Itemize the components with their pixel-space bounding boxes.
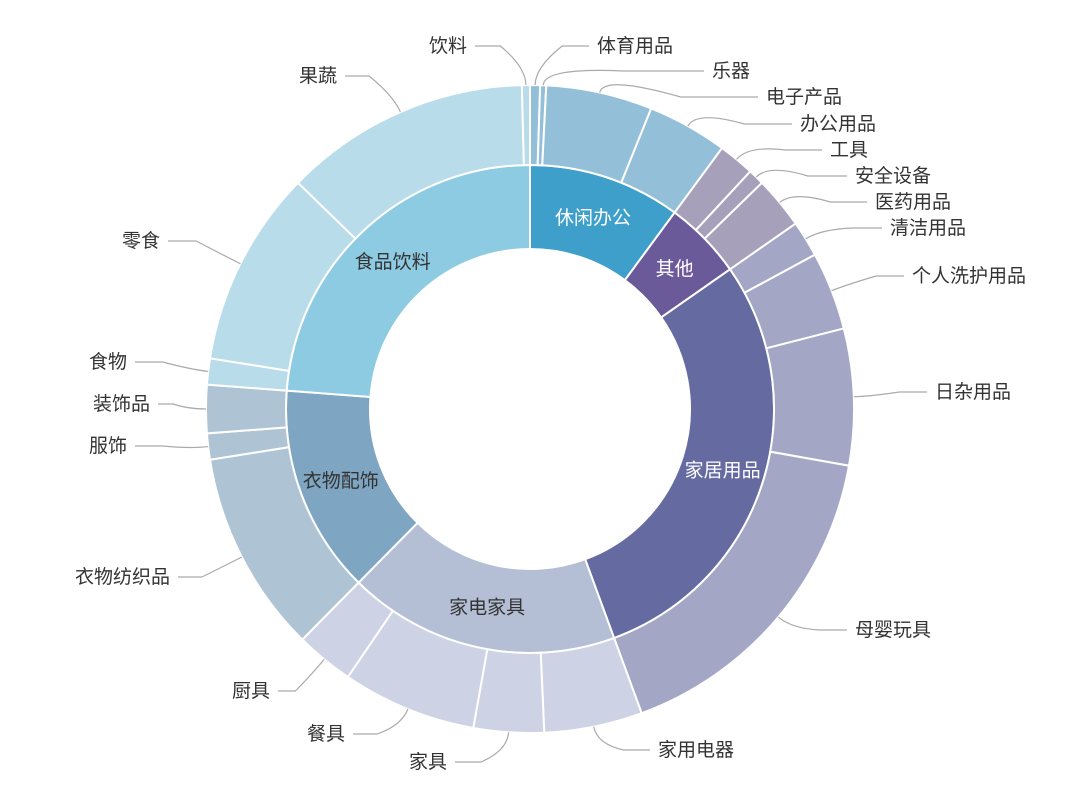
outer-label: 厨具: [232, 680, 270, 702]
inner-ring: [285, 163, 775, 654]
outer-label: 电子产品: [766, 86, 842, 108]
outer-label: 服饰: [89, 435, 127, 457]
outer-label: 乐器: [712, 60, 750, 82]
outer-label: 家用电器: [658, 739, 734, 761]
leader-line: [779, 196, 867, 203]
leader-line: [475, 45, 527, 86]
outer-segment[interactable]: [520, 83, 531, 167]
leader-line: [755, 169, 847, 178]
leader-line: [534, 45, 589, 86]
outer-label: 衣物纺织品: [75, 566, 170, 588]
outer-label: 果蔬: [299, 65, 337, 87]
leader-line: [158, 403, 207, 410]
inner-label: 食品饮料: [355, 251, 431, 273]
leader-line: [831, 275, 904, 292]
leader-line: [353, 708, 409, 735]
outer-label: 工具: [830, 139, 868, 161]
inner-label: 家电家具: [449, 596, 525, 618]
leader-line: [135, 445, 209, 449]
outer-label: 饮料: [429, 35, 467, 57]
outer-label: 清洁用品: [890, 217, 966, 239]
inner-label: 家居用品: [685, 460, 761, 482]
leader-line: [736, 148, 822, 160]
leader-line: [805, 227, 882, 240]
outer-label: 日杂用品: [935, 381, 1011, 403]
outer-label: 体育用品: [597, 35, 673, 57]
outer-label: 安全设备: [855, 165, 931, 187]
leader-line: [455, 732, 510, 763]
outer-label: 个人洗护用品: [912, 265, 1026, 287]
leader-line: [599, 84, 758, 98]
inner-label: 衣物配饰: [303, 470, 379, 492]
outer-label: 母婴玩具: [855, 619, 931, 641]
outer-label: 家具: [409, 751, 447, 773]
outer-label: 食物: [89, 351, 127, 373]
inner-label: 休闲办公: [555, 207, 631, 229]
outer-ring: [205, 83, 855, 735]
leader-line: [542, 69, 704, 86]
leader-line: [278, 658, 325, 692]
outer-segment[interactable]: [765, 327, 855, 467]
outer-label: 餐具: [307, 723, 345, 745]
outer-label: 零食: [122, 230, 160, 252]
leader-lines: [135, 45, 927, 763]
leader-line: [777, 616, 847, 631]
outer-label: 医药用品: [875, 191, 951, 213]
outer-label: 装饰品: [93, 393, 150, 415]
leader-line: [178, 556, 243, 578]
leader-line: [168, 240, 241, 265]
leader-line: [853, 391, 927, 398]
outer-label: 办公用品: [800, 113, 876, 135]
outer-labels: 体育用品乐器电子产品办公用品工具安全设备医药用品清洁用品个人洗护用品日杂用品母婴…: [75, 35, 1026, 773]
leader-line: [135, 361, 209, 373]
leader-line: [345, 75, 401, 113]
leader-line: [687, 117, 792, 127]
inner-label: 其他: [656, 258, 694, 280]
leader-line: [593, 726, 650, 751]
outer-segment[interactable]: [205, 383, 288, 435]
